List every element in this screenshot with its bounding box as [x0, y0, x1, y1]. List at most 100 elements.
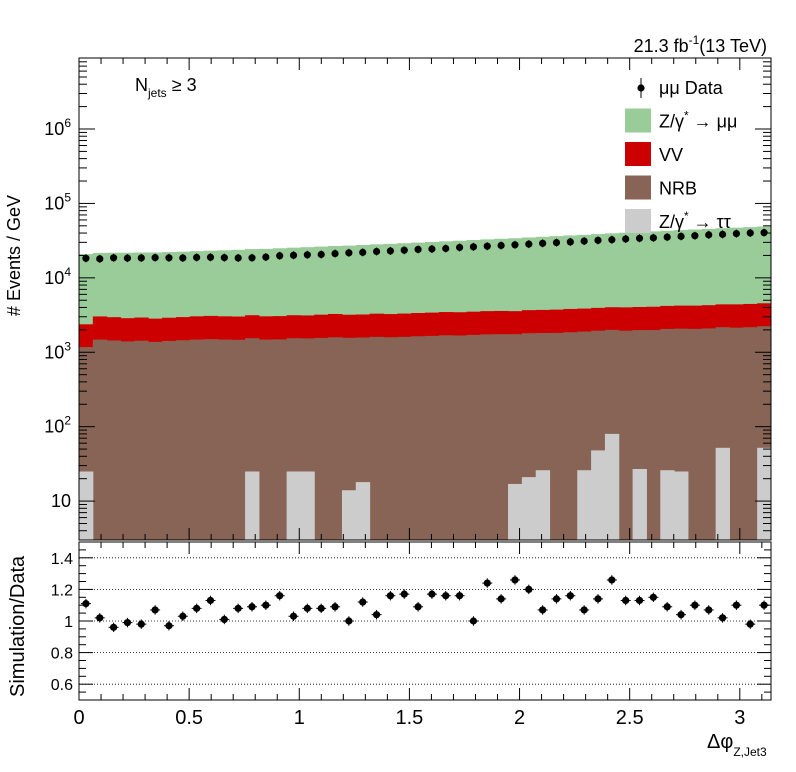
bar-nrb	[438, 335, 454, 540]
data-point	[82, 254, 90, 262]
data-point	[580, 237, 588, 245]
data-point	[359, 248, 367, 256]
main-x-ticks	[78, 58, 741, 540]
ratio-point	[580, 606, 588, 614]
data-point	[206, 253, 215, 261]
ratio-point	[289, 612, 298, 620]
ratio-point	[110, 623, 118, 631]
bar-ztautau	[604, 433, 620, 540]
ratio-point	[331, 603, 339, 611]
data-point	[718, 230, 727, 238]
bar-ztautau	[535, 470, 551, 540]
selection-label: Njets ≥ 3	[135, 75, 197, 100]
ratio-point	[649, 593, 657, 601]
bar-nrb	[618, 330, 634, 540]
bar-nrb	[452, 335, 468, 540]
x-tick-label: 1.5	[395, 707, 423, 729]
legend-label: NRB	[659, 179, 697, 199]
ratio-point	[497, 595, 505, 603]
data-point	[96, 255, 104, 263]
data-point	[566, 238, 574, 246]
x-tick-label: 0.5	[175, 707, 203, 729]
ratio-point	[96, 614, 104, 622]
bar-nrb	[189, 339, 205, 540]
ratio-point	[123, 618, 132, 627]
ratio-points	[80, 575, 770, 633]
x-tick-label: 1	[294, 707, 305, 729]
bar-ztautau	[577, 470, 592, 540]
bar-nrb	[369, 336, 384, 540]
ratio-point	[82, 600, 90, 608]
ratio-point	[511, 576, 519, 584]
x-tick-label: 0	[73, 707, 84, 729]
bar-nrb	[729, 327, 744, 540]
data-point	[539, 239, 547, 247]
data-point	[746, 229, 754, 237]
data-point	[262, 253, 270, 261]
ratio-y-tick-label: 1.2	[51, 582, 73, 599]
ratio-point	[359, 598, 367, 606]
data-point	[483, 242, 491, 250]
ratio-point	[539, 606, 547, 614]
ratio-point	[635, 596, 644, 605]
y-tick-label: 106	[44, 116, 71, 139]
ratio-point	[677, 611, 685, 619]
legend-swatch	[625, 108, 651, 133]
ratio-plot-panel: 0.6 0.8 1 1.2 1.4 0 0.5 1 1.5 2 2.5 3	[51, 541, 772, 729]
data-point	[649, 234, 657, 242]
ratio-point	[691, 601, 699, 609]
bar-nrb	[563, 332, 578, 540]
ratio-y-tick-label: 1	[64, 614, 73, 631]
x-tick-label: 2	[514, 707, 525, 729]
bar-ztautau	[355, 482, 371, 540]
data-point	[622, 235, 630, 243]
bar-ztautau	[632, 468, 647, 540]
main-plot-frame	[78, 57, 772, 541]
ratio-point	[206, 596, 215, 605]
bar-nrb	[106, 340, 122, 540]
data-point	[705, 231, 713, 239]
y-tick-label: 10	[51, 491, 71, 511]
data-point	[248, 254, 256, 262]
data-point	[151, 254, 159, 262]
legend-swatch	[625, 209, 651, 233]
legend-label: Z/γ* → μμ	[659, 109, 737, 132]
data-point	[691, 232, 699, 240]
ratio-point	[262, 601, 270, 609]
data-point	[276, 252, 284, 260]
bar-nrb	[314, 337, 329, 540]
data-point	[289, 251, 298, 259]
ratio-point	[414, 603, 422, 611]
bar-ztautau	[245, 471, 260, 540]
ratio-point	[456, 592, 464, 600]
ratio-point	[303, 604, 311, 612]
bar-ztautau	[660, 470, 675, 540]
main-y-axis-title: # Events / GeV	[4, 195, 24, 316]
data-point	[317, 250, 325, 259]
bar-nrb	[120, 341, 135, 540]
bar-nrb	[231, 339, 246, 540]
ratio-point	[718, 614, 727, 622]
data-points	[82, 228, 768, 263]
data-point	[428, 245, 436, 253]
ratio-point	[386, 592, 394, 600]
ratio-point	[525, 585, 533, 594]
ratio-point	[428, 590, 436, 598]
data-point	[400, 246, 408, 254]
data-point	[193, 253, 201, 262]
main-plot-panel: 10 102 103 104 105 106	[44, 57, 772, 541]
x-tick-label: 3	[734, 707, 745, 729]
bar-nrb	[92, 339, 108, 540]
main-y-axis: 10 102 103 104 105 106	[44, 57, 771, 541]
legend-marker	[637, 84, 645, 92]
x-tick-label: 2.5	[616, 707, 644, 729]
data-point	[303, 251, 311, 259]
ratio-point	[400, 590, 408, 598]
y-tick-label: 102	[44, 414, 71, 437]
ratio-y-tick-label: 0.8	[51, 646, 73, 663]
ratio-point	[248, 603, 256, 611]
bar-nrb	[258, 339, 274, 540]
data-point	[234, 254, 242, 262]
bar-nrb	[646, 330, 661, 540]
